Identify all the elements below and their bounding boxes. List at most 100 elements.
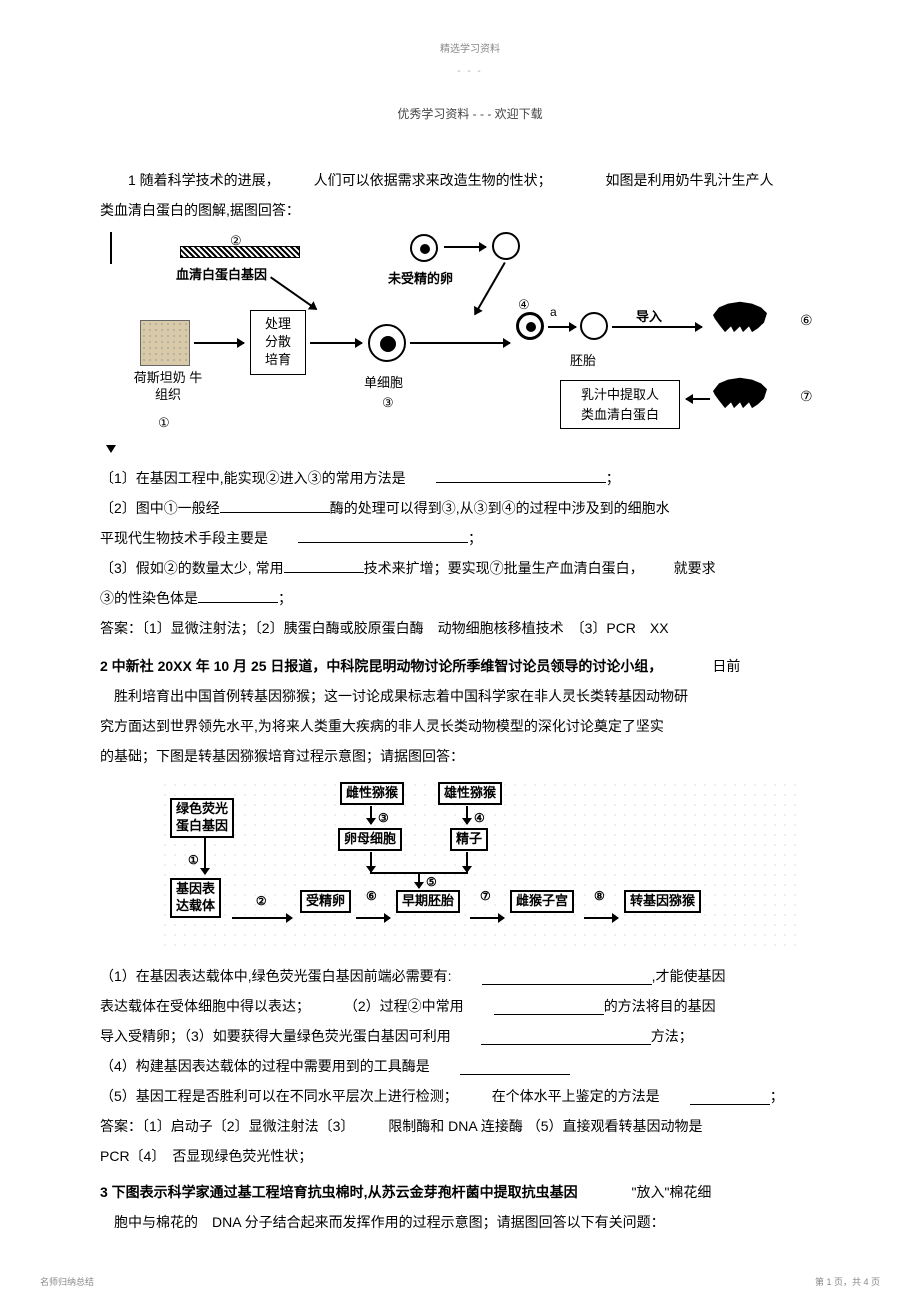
q2-p3a: （5）基因工程是否胜利可以在不同水平层次上进行检测； [100,1088,458,1104]
q2-p3b: 在个体水平上鉴定的方法是 [492,1088,660,1104]
q2-p3: （5）基因工程是否胜利可以在不同水平层次上进行检测； 在个体水平上鉴定的方法是 ； [100,1082,840,1110]
q1-p3: 〔3〕假如②的数量太少, 常用 技术来扩增；要实现⑦批量生产血清白蛋白， 就要求 [100,554,840,582]
d1-arrow-tissue [194,342,244,344]
q2-p1b: ,才能使基因 [652,968,726,984]
q2-lead1-span: 2 中新社 20XX 年 10 月 25 日报道，中科院昆明动物讨论所季维智讨论… [100,658,662,674]
q1-lead-2: 人们可以依据需求来改造生物的性状； [314,172,552,188]
q2-p1e: 的方法将目的基因 [604,998,716,1014]
d1-num-3: ③ [382,390,394,416]
q2-p1d: （2）过程②中常用 [344,998,464,1014]
q2-p3c: ； [770,1088,784,1104]
q2-p1f: 导入受精卵；（3）如要获得大量绿色荧光蛋白基因可利用方法； [100,1022,840,1050]
q1-lead-1: 1 随着科学技术的进展， [128,172,280,188]
d1-arrow-gene-to-3 [270,276,317,310]
q1-p3c: 就要求 [674,560,716,576]
q2-ans-1: 答案：〔1〕启动子〔2〕显微注射法〔3〕 限制酶和 DNA 连接酶 （5）直接观… [100,1112,840,1140]
d1-a: a [550,300,557,324]
q1-p3d: ③的性染色体是 ； [100,584,840,612]
q3-lead1b: "放入"棉花细 [631,1184,711,1200]
q1-lead-4: 类血清白蛋白的图解,据图回答： [100,196,840,224]
q3-lead1: 3 下图表示科学家通过基工程培育抗虫棉时,从苏云金芽孢杆菌中提取抗虫基因 "放入… [100,1178,840,1206]
q2-lead1b: 日前 [712,658,740,674]
q1-p3d-span: ③的性染色体是 [100,590,198,606]
footer-left: 名师归纳总结 [40,1273,94,1291]
d1-cow-6 [710,296,770,334]
q2-ans1: 答案：〔1〕启动子〔2〕显微注射法〔3〕 [100,1118,354,1134]
d2-gene: 绿色荧光 蛋白基因 [170,798,234,838]
d1-num-1: ① [158,410,170,436]
d1-cell-3 [368,324,406,362]
q1-p2a: 〔2〕图中①一般经 [100,500,220,516]
d2-arr-eggdown [370,852,372,872]
d2-n3: ③ [378,806,389,830]
d1-arrow-4-emb [548,326,576,328]
q2-p2a: （4）构建基因表达载体的过程中需要用到的工具酶是 [100,1058,430,1074]
d1-num-6: ⑥ [800,306,813,334]
q1-p2d: ； [468,530,482,546]
d2-egg: 卵母细胞 [338,828,402,851]
q3-lead1-s: 3 下图表示科学家通过基工程培育抗虫棉时,从苏云金芽孢杆菌中提取抗虫基因 [100,1184,578,1200]
q2-ans-3: PCR〔4〕 否显现绿色荧光性状； [100,1142,840,1170]
q2-p1c: 表达载体在受体细胞中得以表达； （2）过程②中常用 的方法将目的基因 [100,992,840,1020]
q2-ans2: 限制酶和 DNA 连接酶 （5）直接观看转基因动物是 [388,1118,702,1134]
q1-p2b: 酶的处理可以得到③,从③到④的过程中涉及到的细胞水 [330,500,670,516]
q1-p2c: 平现代生物技术手段主要是 ； [100,524,840,552]
d1-cow-7 [710,372,770,410]
d2-male: 雄性猕猴 [438,782,502,805]
q1-diagram: ② 血清白蛋白基因 未受精的卵 荷斯坦奶 牛组织 ① 处理 分散 培育 单细胞 … [110,232,850,452]
d2-chain: ② [232,900,307,928]
d1-egg-outer [410,234,438,262]
d2-n7: ⑦ [480,884,491,908]
d2-n4: ④ [474,806,485,830]
sub-header: 优秀学习资料 - - - 欢迎下载 [100,102,840,126]
q1-p3a: 〔3〕假如②的数量太少, 常用 [100,560,284,576]
d1-egg-label: 未受精的卵 [388,266,453,292]
d2-vector: 基因表 达载体 [170,878,221,918]
d2-female: 雌性猕猴 [340,782,404,805]
d1-embryo-shape [580,312,608,340]
d2-arr-3 [370,806,372,824]
d2-arr-4 [466,806,468,824]
q2-lead1: 2 中新社 20XX 年 10 月 25 日报道，中科院昆明动物讨论所季维智讨论… [100,652,840,680]
d1-gene-bar [180,246,300,258]
q2-p1a: （1）在基因表达载体中,绿色荧光蛋白基因前端必需要有: [100,968,452,984]
q1-p3e: ； [278,590,292,606]
d1-arrow-7-milk [686,398,710,400]
q1-p3b: 技术来扩增；要实现⑦批量生产血清白蛋白， [364,560,644,576]
d1-arrow-3-4 [410,342,510,344]
d2-arr-5 [418,872,420,888]
d1-egg-empty [492,232,520,260]
q2-p1c-s: 表达载体在受体细胞中得以表达； [100,998,310,1014]
q2-diagram: 雌性猕猴 雄性猕猴 绿色荧光 蛋白基因 ③ ④ 卵母细胞 精子 ⑤ ① 基因表 … [160,780,800,950]
q1-p2: 〔2〕图中①一般经 酶的处理可以得到③,从③到④的过程中涉及到的细胞水 [100,494,840,522]
d1-arrow-egg-to-4 [474,262,506,315]
d1-arrow-egg [444,246,486,248]
q1-lead-3: 如图是利用奶牛乳汁生产人 [605,172,773,188]
q2-lead4: 的基础；下图是转基因猕猴培育过程示意图；请据图回答： [100,742,840,770]
d2-fert: 受精卵 [300,890,351,913]
q2-p1: （1）在基因表达载体中,绿色荧光蛋白基因前端必需要有: ,才能使基因 [100,962,840,990]
d2-uterus: 雌猴子宫 [510,890,574,913]
q1-answer: 答案：〔1〕显微注射法；〔2〕胰蛋白酶或胶原蛋白酶 动物细胞核移植技术 〔3〕P… [100,614,840,642]
q1-p1: 〔1〕在基因工程中,能实现②进入③的常用方法是 ； [100,464,840,492]
d2-monkey: 转基因猕猴 [624,890,701,913]
d1-tissue [140,320,190,366]
d1-import-label: 导入 [636,304,662,330]
q1-p1a: 〔1〕在基因工程中,能实现②进入③的常用方法是 [100,470,406,486]
d1-tissue-label: 荷斯坦奶 牛组织 [128,370,208,404]
d1-gene-label: 血清白蛋白基因 [176,262,267,288]
q1-lead: 1 随着科学技术的进展， 人们可以依据需求来改造生物的性状； 如图是利用奶牛乳汁… [100,166,840,194]
q1-p1b: ； [606,470,620,486]
d2-embryo: 早期胚胎 [396,890,460,913]
q3-lead2: 胞中与棉花的 DNA 分子结合起来而发挥作用的过程示意图；请据图回答以下有关问题… [100,1208,840,1236]
top-dash: - - - [100,62,840,82]
q1-p2c-span: 平现代生物技术手段主要是 [100,530,268,546]
d2-n1: ① [188,848,199,872]
q2-p1f-s: 导入受精卵；（3）如要获得大量绿色荧光蛋白基因可利用 [100,1028,451,1044]
d1-process-box: 处理 分散 培育 [250,310,306,375]
d1-cell-4 [516,312,544,340]
footer-right: 第 1 页，共 4 页 [815,1273,880,1291]
d1-milk-box: 乳汁中提取人 类血清白蛋白 [560,380,680,429]
top-header: 精选学习资料 [100,40,840,60]
d1-embryo-label: 胚胎 [570,348,596,374]
